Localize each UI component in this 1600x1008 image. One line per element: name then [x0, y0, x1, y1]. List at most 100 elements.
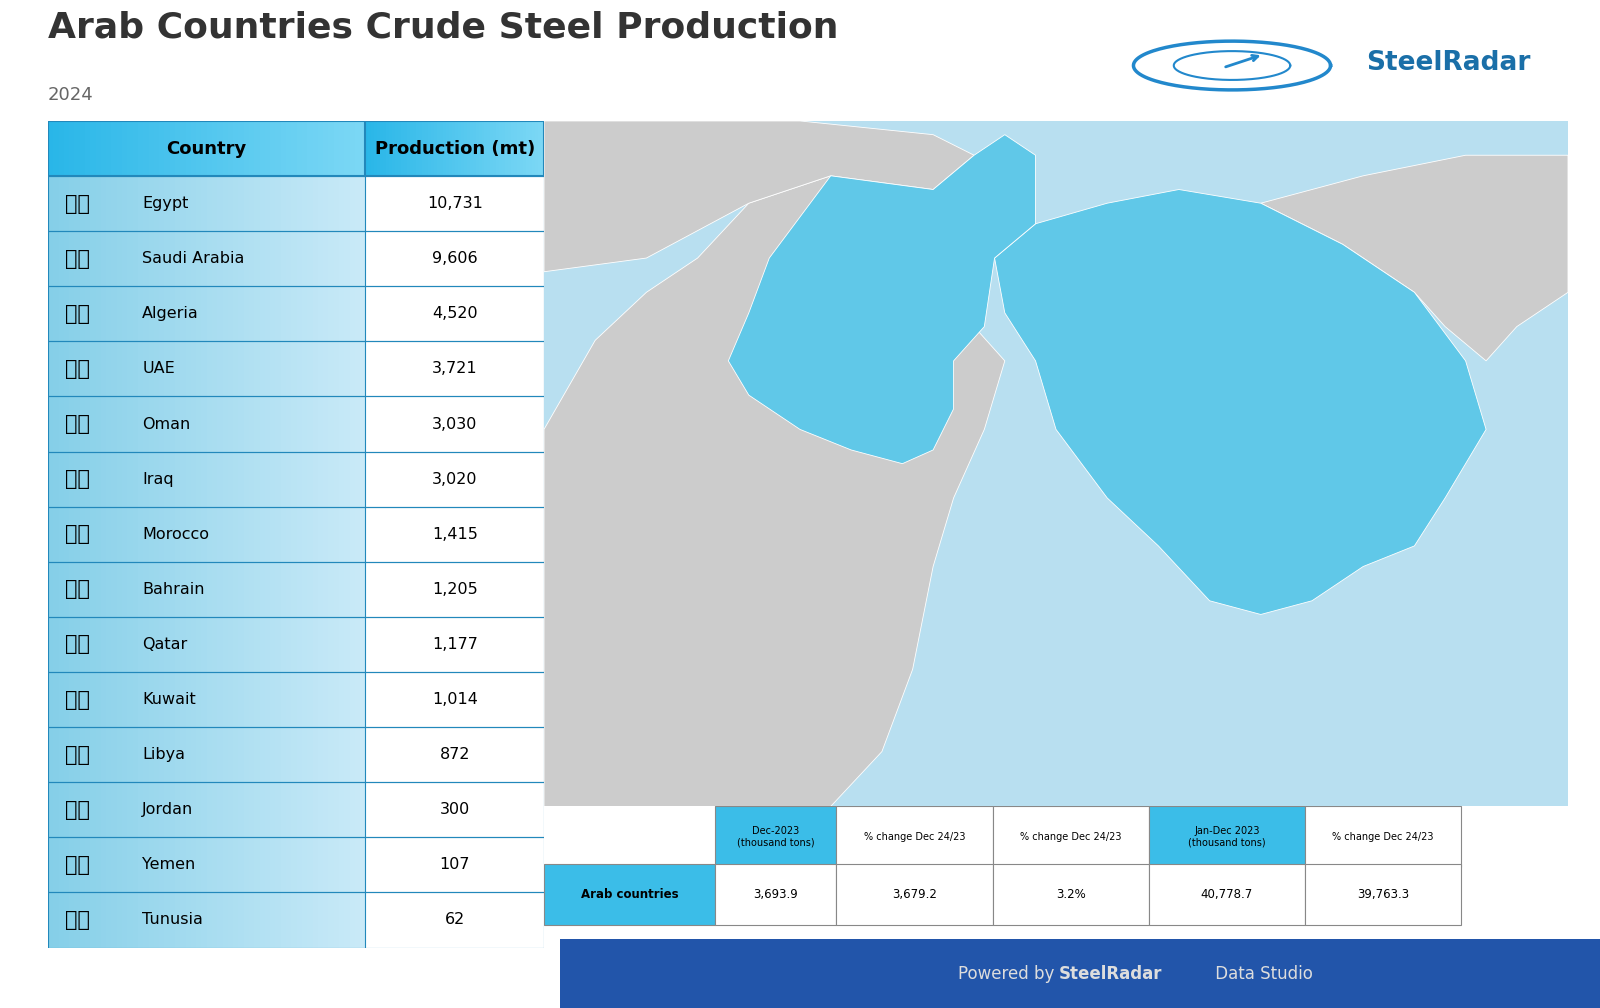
FancyBboxPatch shape [133, 672, 138, 727]
FancyBboxPatch shape [365, 838, 544, 892]
FancyBboxPatch shape [59, 286, 64, 342]
FancyBboxPatch shape [296, 838, 302, 892]
FancyBboxPatch shape [381, 121, 384, 176]
FancyBboxPatch shape [349, 892, 355, 948]
FancyBboxPatch shape [181, 286, 186, 342]
FancyBboxPatch shape [117, 176, 122, 231]
FancyBboxPatch shape [296, 782, 302, 838]
FancyBboxPatch shape [53, 561, 59, 617]
FancyBboxPatch shape [101, 286, 106, 342]
Text: 🇦🇪: 🇦🇪 [66, 359, 90, 379]
FancyBboxPatch shape [138, 342, 144, 396]
FancyBboxPatch shape [144, 892, 149, 948]
FancyBboxPatch shape [323, 507, 328, 561]
FancyBboxPatch shape [90, 561, 96, 617]
FancyBboxPatch shape [154, 286, 158, 342]
FancyBboxPatch shape [138, 286, 144, 342]
FancyBboxPatch shape [355, 672, 360, 727]
FancyBboxPatch shape [254, 452, 259, 507]
FancyBboxPatch shape [117, 342, 122, 396]
FancyBboxPatch shape [339, 507, 344, 561]
FancyBboxPatch shape [344, 782, 349, 838]
FancyBboxPatch shape [259, 452, 266, 507]
FancyBboxPatch shape [355, 892, 360, 948]
FancyBboxPatch shape [349, 561, 355, 617]
FancyBboxPatch shape [190, 176, 197, 231]
Text: 1,205: 1,205 [432, 582, 477, 597]
FancyBboxPatch shape [365, 231, 544, 286]
FancyBboxPatch shape [158, 507, 165, 561]
FancyBboxPatch shape [334, 561, 339, 617]
FancyBboxPatch shape [254, 121, 259, 176]
FancyBboxPatch shape [96, 231, 101, 286]
FancyBboxPatch shape [48, 507, 53, 561]
FancyBboxPatch shape [234, 452, 238, 507]
FancyBboxPatch shape [80, 892, 85, 948]
FancyBboxPatch shape [355, 782, 360, 838]
FancyBboxPatch shape [296, 617, 302, 672]
FancyBboxPatch shape [355, 561, 360, 617]
FancyBboxPatch shape [437, 121, 440, 176]
FancyBboxPatch shape [318, 121, 323, 176]
FancyBboxPatch shape [202, 176, 206, 231]
FancyBboxPatch shape [53, 231, 59, 286]
FancyBboxPatch shape [312, 892, 318, 948]
FancyBboxPatch shape [389, 121, 392, 176]
FancyBboxPatch shape [218, 452, 222, 507]
Text: Oman: Oman [142, 416, 190, 431]
FancyBboxPatch shape [227, 727, 234, 782]
FancyBboxPatch shape [218, 121, 222, 176]
FancyBboxPatch shape [144, 672, 149, 727]
Text: 3,721: 3,721 [432, 362, 477, 376]
FancyBboxPatch shape [467, 121, 470, 176]
FancyBboxPatch shape [461, 121, 464, 176]
FancyBboxPatch shape [149, 507, 154, 561]
FancyBboxPatch shape [174, 617, 181, 672]
FancyBboxPatch shape [238, 231, 243, 286]
FancyBboxPatch shape [101, 561, 106, 617]
FancyBboxPatch shape [133, 176, 138, 231]
FancyBboxPatch shape [90, 121, 96, 176]
FancyBboxPatch shape [286, 838, 291, 892]
Text: 🇪🇬: 🇪🇬 [66, 194, 90, 214]
Text: UAE: UAE [142, 362, 174, 376]
FancyBboxPatch shape [106, 396, 112, 452]
FancyBboxPatch shape [275, 727, 280, 782]
FancyBboxPatch shape [117, 231, 122, 286]
FancyBboxPatch shape [427, 121, 430, 176]
FancyBboxPatch shape [149, 782, 154, 838]
FancyBboxPatch shape [360, 892, 365, 948]
FancyBboxPatch shape [270, 507, 275, 561]
FancyBboxPatch shape [128, 286, 133, 342]
FancyBboxPatch shape [1306, 806, 1461, 867]
FancyBboxPatch shape [250, 561, 254, 617]
FancyBboxPatch shape [227, 231, 234, 286]
FancyBboxPatch shape [302, 231, 307, 286]
Text: 1,415: 1,415 [432, 527, 478, 541]
FancyBboxPatch shape [96, 286, 101, 342]
FancyBboxPatch shape [213, 231, 218, 286]
FancyBboxPatch shape [250, 782, 254, 838]
FancyBboxPatch shape [344, 561, 349, 617]
FancyBboxPatch shape [101, 507, 106, 561]
FancyBboxPatch shape [80, 342, 85, 396]
FancyBboxPatch shape [339, 561, 344, 617]
FancyBboxPatch shape [270, 396, 275, 452]
FancyBboxPatch shape [165, 561, 170, 617]
FancyBboxPatch shape [101, 176, 106, 231]
FancyBboxPatch shape [122, 342, 128, 396]
FancyBboxPatch shape [344, 396, 349, 452]
FancyBboxPatch shape [202, 286, 206, 342]
FancyBboxPatch shape [334, 672, 339, 727]
FancyBboxPatch shape [117, 617, 122, 672]
FancyBboxPatch shape [197, 121, 202, 176]
FancyBboxPatch shape [149, 452, 154, 507]
FancyBboxPatch shape [158, 561, 165, 617]
FancyBboxPatch shape [328, 176, 334, 231]
FancyBboxPatch shape [69, 838, 75, 892]
FancyBboxPatch shape [181, 452, 186, 507]
FancyBboxPatch shape [291, 617, 296, 672]
FancyBboxPatch shape [69, 507, 75, 561]
FancyBboxPatch shape [275, 342, 280, 396]
FancyBboxPatch shape [280, 452, 286, 507]
